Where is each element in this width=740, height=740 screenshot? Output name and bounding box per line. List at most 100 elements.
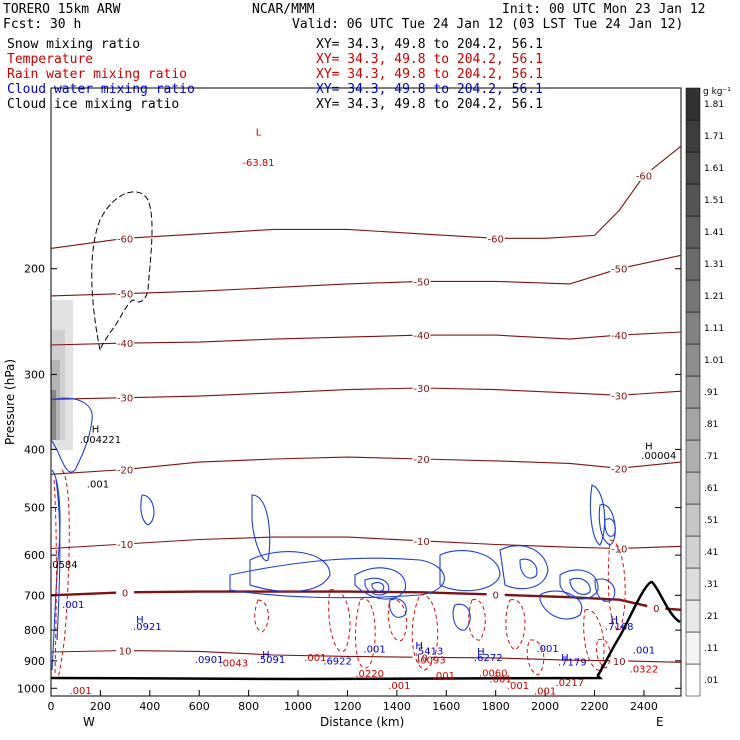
field-name: Rain water mixing ratio [7,67,187,82]
isotherm-label: -20 [611,464,627,475]
snow-contours [91,191,153,351]
colorbar-swatch [685,535,701,569]
contour-annotation: .001 [534,687,556,698]
colorbar-label: .81 [704,420,718,430]
colorbar-swatch [685,375,701,409]
isotherm-label-bg [116,538,135,550]
isotherm-label-bg [634,169,653,181]
x-tick-label: 1000 [284,700,312,713]
contour-annotation: H [136,615,144,626]
isotherm-label: 0 [493,591,499,602]
colorbar-label: 1.71 [704,132,724,142]
contour-annotation: H [415,641,423,652]
field-name: Cloud ice mixing ratio [7,97,179,112]
y-tick-label: 400 [24,443,45,456]
contour-annotation: .0921 [133,622,162,633]
x-tick-label: 2200 [581,700,609,713]
temperature-isotherms: -60 -60 -60 -50 -50 -50 -40 -40 -40 -30 -30 -30 -20 -… [50,145,682,668]
colorbar-swatch [685,119,701,153]
isotherm-label-bg [412,651,431,663]
contour-annotation: H [92,425,100,436]
colorbar-swatch [685,599,701,633]
contour-annotation: .001 [70,686,92,697]
colorbar-swatch [685,407,701,441]
colorbar-label: .71 [704,452,718,462]
colorbar-swatch [685,631,701,665]
contour-annotation: .001 [62,600,84,611]
contour-annotation: .0584 [49,560,78,571]
colorbar-label: 1.31 [704,260,724,270]
contour-annotation: .001 [87,480,109,491]
colorbar-swatch [685,503,701,537]
isotherm-label: -20 [413,455,429,466]
colorbar-swatch [685,439,701,473]
colorbar-swatch [685,279,701,313]
isotherm-label: -30 [611,391,627,402]
colorbar-label: 1.81 [704,100,724,110]
colorbar-label: 1.61 [704,164,724,174]
y-tick-label: 900 [24,655,45,668]
colorbar-swatch [685,311,701,345]
x-tick-label: 200 [90,700,111,713]
contour-annotation: .001 [364,645,386,656]
y-axis-label: Pressure (hPa) [3,359,17,445]
isotherm-label-bg [116,391,135,403]
contour-annotation: H [262,650,270,661]
isotherm-label-bg [412,329,431,341]
org-label: NCAR/MMM [252,2,315,17]
isotherm-line [50,387,682,400]
isotherm-line [50,590,682,611]
isotherm-label-bg [610,542,629,554]
isotherm-label-bg [486,588,505,600]
colorbar-label: .41 [704,548,718,558]
x-axis-ticks: 0 200 400 600 800 1000 1200 1400 1600 1800 2000 220… [48,690,658,713]
isotherm-label-bg [412,534,431,546]
contour-annotation: .004221 [80,435,121,446]
isotherm-line [50,331,682,346]
x-tick-label: 800 [238,700,259,713]
colorbar-label: .51 [704,516,718,526]
contour-annotation: .001 [388,681,410,692]
isotherm-label-bg [116,586,135,598]
isotherm-label: -40 [413,331,429,342]
y-tick-label: 500 [24,502,45,515]
colorbar-label: 1.21 [704,292,724,302]
field-name: Snow mixing ratio [7,37,140,52]
field-legend: Snow mixing ratio XY= 34.3, 49.8 to 204.2… [7,37,543,112]
contour-annotation: .0043 [220,659,249,670]
rain-water-contours [53,469,626,679]
isotherm-label-bg [486,232,505,244]
x-tick-label: 1600 [432,700,460,713]
x-tick-label: 1800 [482,700,510,713]
colorbar-swatch [685,87,701,121]
isotherm-label: -50 [413,277,429,288]
init-time: Init: 00 UTC Mon 23 Jan 12 [502,2,706,17]
isotherm-label-bg [610,389,629,401]
isotherm-label-bg [116,463,135,475]
isotherm-label: -50 [611,265,627,276]
contour-annotation: .7168 [605,622,634,633]
isotherm-label: 10 [119,646,132,657]
colorbar-swatch [685,215,701,249]
endpoint-east: E [656,715,664,729]
colorbar-swatch [685,471,701,505]
field-xy: XY= 34.3, 49.8 to 204.2, 56.1 [316,67,543,82]
contour-annotation: H [561,653,569,664]
isotherm-label-bg [610,654,629,666]
isotherm-label: -60 [117,234,133,245]
contour-annotation: .0217 [556,678,585,689]
contour-annotation: .001 [490,674,512,685]
colorbar-units: g kg⁻¹ [703,87,731,97]
colorbar-label: 1.51 [704,196,724,206]
isotherm-label: -40 [611,331,627,342]
contour-annotation: .001 [536,644,558,655]
colorbar-label: .01 [704,676,718,686]
colorbar-label: .91 [704,388,718,398]
isotherm-line [50,536,682,550]
isotherm-label: -30 [413,384,429,395]
isotherm-label-bg [412,453,431,465]
valid-time: Valid: 06 UTC Tue 24 Jan 12 (03 LST Tue … [292,17,683,32]
colorbar-swatch [685,151,701,185]
isotherm-line [50,456,682,475]
